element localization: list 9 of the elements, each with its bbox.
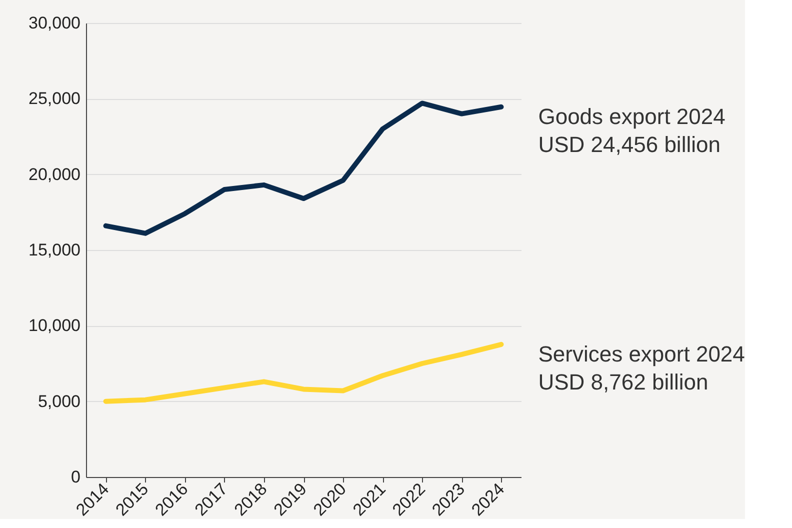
y-tick-label: 0 [71, 468, 80, 486]
annotation: Goods export 2024 USD 24,456 billion [538, 104, 726, 157]
y-tick-label: 25,000 [28, 89, 80, 108]
annotation: Services export 2024 USD 8,762 billion [538, 341, 745, 394]
y-tick-label: 5,000 [38, 392, 80, 411]
y-tick-label: 30,000 [28, 14, 80, 32]
y-tick-label: 20,000 [28, 164, 80, 184]
y-tick-label: 15,000 [28, 240, 80, 260]
y-tick-label: 10,000 [28, 316, 80, 336]
